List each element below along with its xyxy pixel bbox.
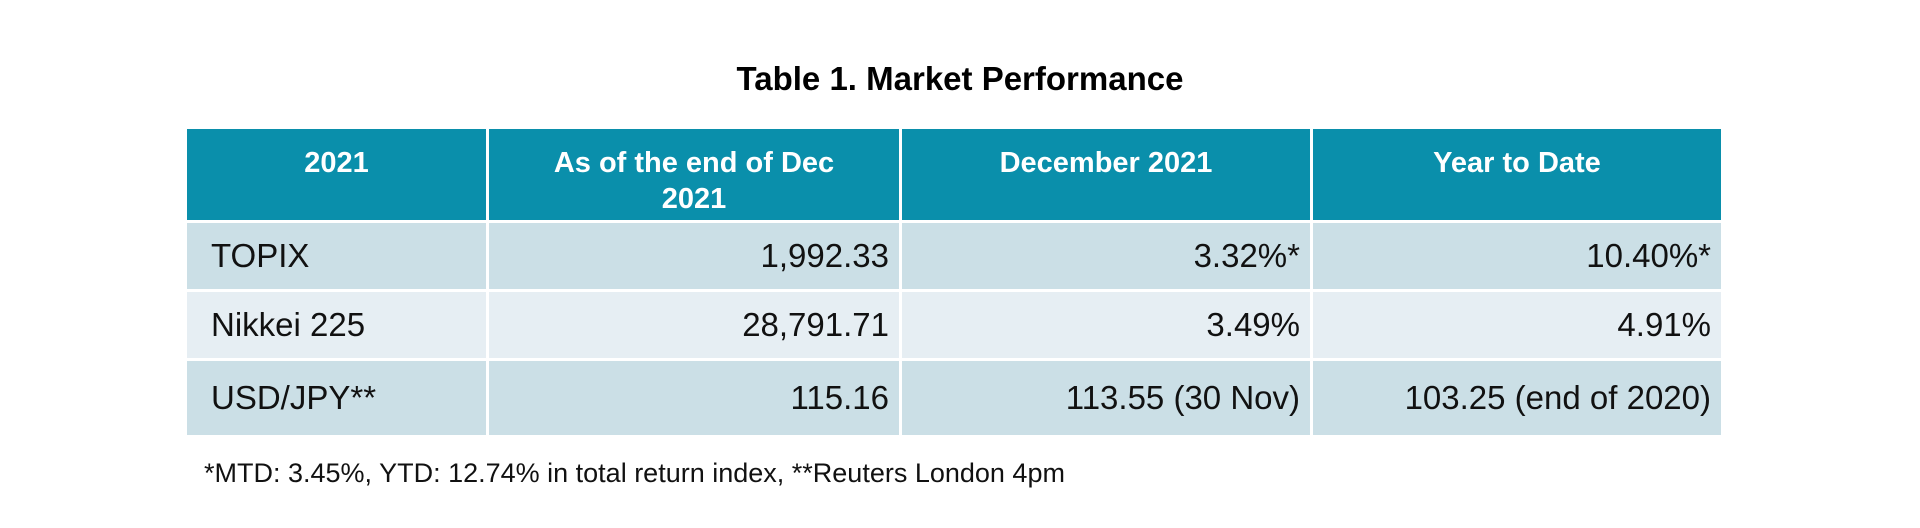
table-row: USD/JPY** 115.16 113.55 (30 Nov) 103.25 (en… (184, 358, 1724, 438)
table-title: Table 1. Market Performance (736, 60, 1184, 97)
table-cell: 103.25 (end of 2020) (1310, 358, 1724, 438)
table-row: TOPIX 1,992.33 3.32%* 10.40%* (184, 220, 1724, 292)
table-cell: 115.16 (486, 358, 902, 438)
market-table: 2021 As of the end of Dec 2021 December … (184, 126, 1724, 438)
row-label: Nikkei 225 (184, 289, 489, 361)
table-cell: 113.55 (30 Nov) (899, 358, 1313, 438)
table-cell: 10.40%* (1310, 220, 1724, 292)
table-cell: 3.49% (899, 289, 1313, 361)
table-cell: 28,791.71 (486, 289, 902, 361)
row-label: USD/JPY** (184, 358, 489, 438)
header-cell: Year to Date (1310, 126, 1724, 223)
row-label: TOPIX (184, 220, 489, 292)
footnote: *MTD: 3.45%, YTD: 12.74% in total return… (204, 458, 1065, 488)
header-row: 2021 As of the end of Dec 2021 December … (184, 126, 1724, 223)
header-cell: December 2021 (899, 126, 1313, 223)
header-cell: 2021 (184, 126, 489, 223)
table-cell: 1,992.33 (486, 220, 902, 292)
table-row: Nikkei 225 28,791.71 3.49% 4.91% (184, 289, 1724, 361)
table-cell: 3.32%* (899, 220, 1313, 292)
table-body: TOPIX 1,992.33 3.32%* 10.40%* Nikkei 225 28,7… (184, 220, 1724, 438)
header-cell: As of the end of Dec 2021 (486, 126, 902, 223)
table-cell: 4.91% (1310, 289, 1724, 361)
